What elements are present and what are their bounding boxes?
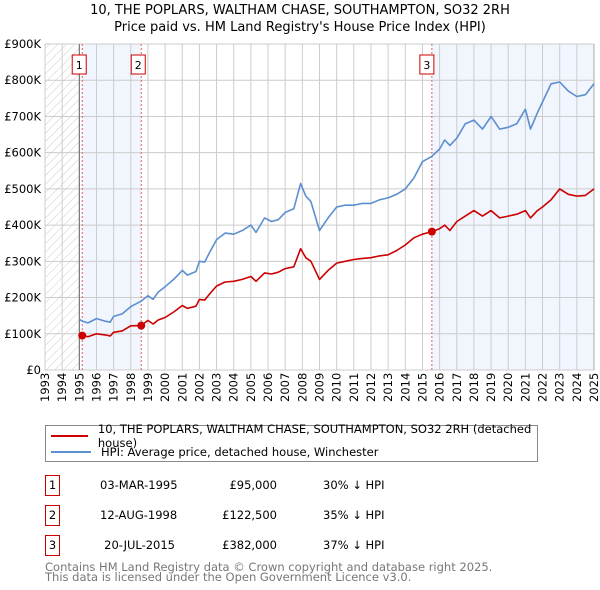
x-tick-label: 2016	[433, 373, 447, 402]
transaction-marker: 3	[45, 535, 60, 556]
x-tick-label: 2007	[278, 373, 292, 402]
transaction-marker: 1	[45, 475, 60, 496]
hpi-line	[78, 81, 595, 324]
x-tick-label: 2002	[192, 373, 206, 402]
transaction-price: £122,500	[222, 508, 277, 522]
x-tick-label: 2006	[261, 373, 275, 402]
legend: 10, THE POPLARS, WALTHAM CHASE, SOUTHAMP…	[45, 422, 538, 462]
transaction-date: 20-JUL-2015	[104, 538, 175, 552]
ownership-shade	[431, 44, 594, 370]
sale-label-box	[71, 54, 87, 75]
x-tick-label: 2013	[381, 373, 395, 402]
legend-item-hpi: HPI: Average price, detached house, Winc…	[51, 444, 378, 460]
property-price-line	[79, 188, 595, 338]
x-tick-label: 2015	[415, 373, 429, 402]
x-tick-label: 2018	[467, 373, 481, 402]
legend-swatch-blue	[51, 451, 91, 453]
sale-label-box	[419, 54, 435, 75]
transaction-hpi-diff: 37% ↓ HPI	[323, 538, 385, 552]
transaction-date: 12-AUG-1998	[100, 508, 178, 522]
y-tick-label: £900K	[4, 37, 41, 51]
y-tick-label: £300K	[4, 254, 41, 268]
footer-copyright: Contains HM Land Registry data © Crown c…	[45, 560, 493, 574]
transaction-date: 03-MAR-1995	[100, 478, 178, 492]
ownership-shade	[82, 44, 142, 370]
y-tick-label: £800K	[4, 73, 41, 87]
x-tick-label: 1993	[38, 373, 52, 402]
x-tick-label: 1998	[124, 373, 138, 402]
x-tick-label: 2025	[587, 373, 600, 402]
y-tick-label: £200K	[4, 291, 41, 305]
x-tick-label: 1995	[72, 373, 86, 402]
x-tick-label: 2017	[450, 373, 464, 402]
x-tick-label: 2022	[536, 373, 550, 402]
legend-swatch-red	[51, 435, 88, 437]
y-tick-label: £0	[26, 363, 41, 377]
transaction-price: £382,000	[222, 538, 277, 552]
sale-label: 1	[76, 59, 83, 72]
transaction-hpi-diff: 35% ↓ HPI	[323, 508, 385, 522]
sale-label-box	[130, 54, 146, 75]
sale-point	[427, 227, 436, 236]
x-tick-label: 2024	[570, 373, 584, 402]
x-tick-label: 2023	[553, 373, 567, 402]
x-tick-label: 2019	[484, 373, 498, 402]
legend-label: 10, THE POPLARS, WALTHAM CHASE, SOUTHAMP…	[97, 422, 532, 450]
x-tick-label: 2012	[364, 373, 378, 402]
x-tick-label: 1996	[89, 373, 103, 402]
y-tick-label: £400K	[4, 218, 41, 232]
chart-plot: 1993 1994 1995 1996 1997 1998 1999 2000 2001 2002…	[4, 37, 600, 402]
x-tick-label: 2020	[501, 373, 515, 402]
transaction-marker: 2	[45, 505, 60, 526]
x-tick-label: 1999	[141, 373, 155, 402]
y-tick-label: £600K	[4, 146, 41, 160]
sale-label: 2	[135, 59, 142, 72]
x-tick-label: 1994	[55, 373, 69, 402]
transaction-hpi-diff: 30% ↓ HPI	[323, 478, 385, 492]
x-tick-label: 2003	[210, 373, 224, 402]
sale-point	[137, 321, 146, 330]
y-tick-label: £700K	[4, 109, 41, 123]
chart-subtitle: Price paid vs. HM Land Registry's House …	[114, 20, 486, 35]
legend-item-property: 10, THE POPLARS, WALTHAM CHASE, SOUTHAMP…	[51, 422, 537, 450]
x-tick-label: 2004	[227, 373, 241, 402]
footer-licence: This data is licensed under the Open Gov…	[45, 570, 412, 584]
x-tick-label: 2005	[244, 373, 258, 402]
x-tick-label: 2008	[295, 373, 309, 402]
x-tick-label: 2010	[330, 373, 344, 402]
x-tick-label: 2000	[158, 373, 172, 402]
x-tick-label: 2011	[347, 373, 361, 402]
x-tick-label: 2009	[313, 373, 327, 402]
transaction-price: £95,000	[229, 478, 277, 492]
chart-title: 10, THE POPLARS, WALTHAM CHASE, SOUTHAMP…	[90, 3, 510, 18]
y-tick-label: £100K	[4, 327, 41, 341]
legend-label: HPI: Average price, detached house, Winc…	[101, 445, 379, 459]
x-tick-label: 1997	[107, 373, 121, 402]
x-tick-label: 2021	[518, 373, 532, 402]
x-tick-label: 2001	[175, 373, 189, 402]
x-tick-label: 2014	[398, 373, 412, 402]
sale-point	[78, 331, 87, 340]
sale-label: 3	[423, 59, 430, 72]
y-tick-label: £500K	[4, 182, 41, 196]
